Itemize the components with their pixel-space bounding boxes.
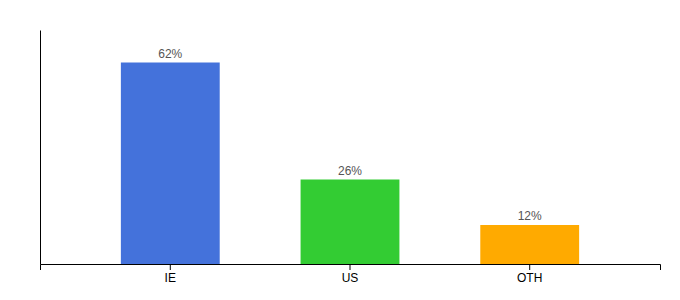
x-tick-mark [350, 264, 351, 270]
chart-container: 62% 26% 12% IE US OTH [0, 0, 680, 300]
data-label: 26% [338, 164, 362, 178]
x-tick: US [342, 264, 359, 285]
x-axis-domain [41, 265, 661, 271]
bar [121, 63, 220, 265]
data-label: 12% [518, 209, 542, 223]
y-axis-domain [40, 31, 41, 265]
y-axis [40, 31, 41, 265]
x-tick-mark [170, 264, 171, 270]
x-tick-label: OTH [517, 271, 542, 285]
bars [121, 63, 579, 265]
bar [301, 180, 400, 265]
x-tick-label: IE [165, 271, 176, 285]
x-axis: IE US OTH [41, 264, 661, 285]
x-tick-mark [529, 264, 530, 270]
x-tick: OTH [517, 264, 542, 285]
data-labels: 62% 26% 12% [158, 47, 542, 224]
x-tick: IE [165, 264, 176, 285]
x-tick-label: US [342, 271, 359, 285]
data-label: 62% [158, 47, 182, 61]
chart: 62% 26% 12% IE US OTH [0, 0, 680, 300]
bar [480, 225, 579, 264]
plot: 62% 26% 12% IE US OTH [41, 31, 661, 285]
